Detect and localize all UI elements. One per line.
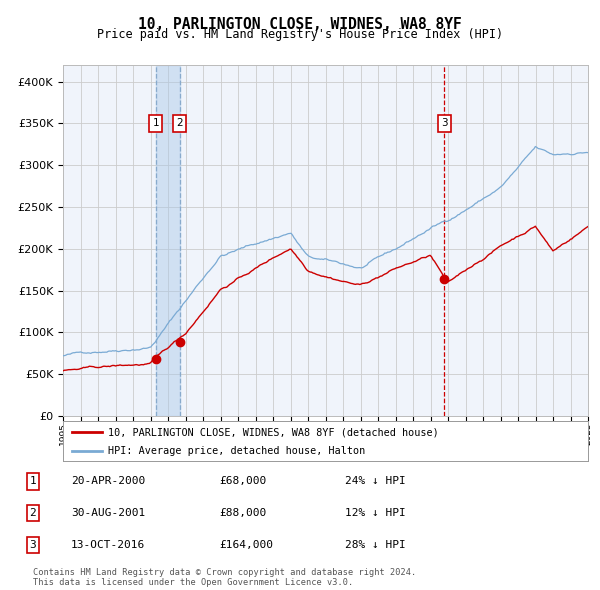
Text: £68,000: £68,000 (219, 477, 266, 486)
Text: 3: 3 (441, 119, 448, 129)
Text: Contains HM Land Registry data © Crown copyright and database right 2024.
This d: Contains HM Land Registry data © Crown c… (33, 568, 416, 587)
Text: 2: 2 (176, 119, 183, 129)
Text: 13-OCT-2016: 13-OCT-2016 (71, 540, 145, 550)
Text: 10, PARLINGTON CLOSE, WIDNES, WA8 8YF (detached house): 10, PARLINGTON CLOSE, WIDNES, WA8 8YF (d… (107, 427, 439, 437)
Text: HPI: Average price, detached house, Halton: HPI: Average price, detached house, Halt… (107, 445, 365, 455)
Text: £88,000: £88,000 (219, 509, 266, 518)
Text: 1: 1 (29, 477, 37, 486)
Text: 30-AUG-2001: 30-AUG-2001 (71, 509, 145, 518)
Text: 12% ↓ HPI: 12% ↓ HPI (345, 509, 406, 518)
Text: 3: 3 (29, 540, 37, 550)
Text: Price paid vs. HM Land Registry's House Price Index (HPI): Price paid vs. HM Land Registry's House … (97, 28, 503, 41)
Text: 2: 2 (29, 509, 37, 518)
Text: 10, PARLINGTON CLOSE, WIDNES, WA8 8YF: 10, PARLINGTON CLOSE, WIDNES, WA8 8YF (138, 17, 462, 31)
Bar (156, 65, 180, 416)
Text: £164,000: £164,000 (219, 540, 273, 550)
Text: 28% ↓ HPI: 28% ↓ HPI (345, 540, 406, 550)
Text: 1: 1 (152, 119, 159, 129)
Text: 24% ↓ HPI: 24% ↓ HPI (345, 477, 406, 486)
Text: 20-APR-2000: 20-APR-2000 (71, 477, 145, 486)
